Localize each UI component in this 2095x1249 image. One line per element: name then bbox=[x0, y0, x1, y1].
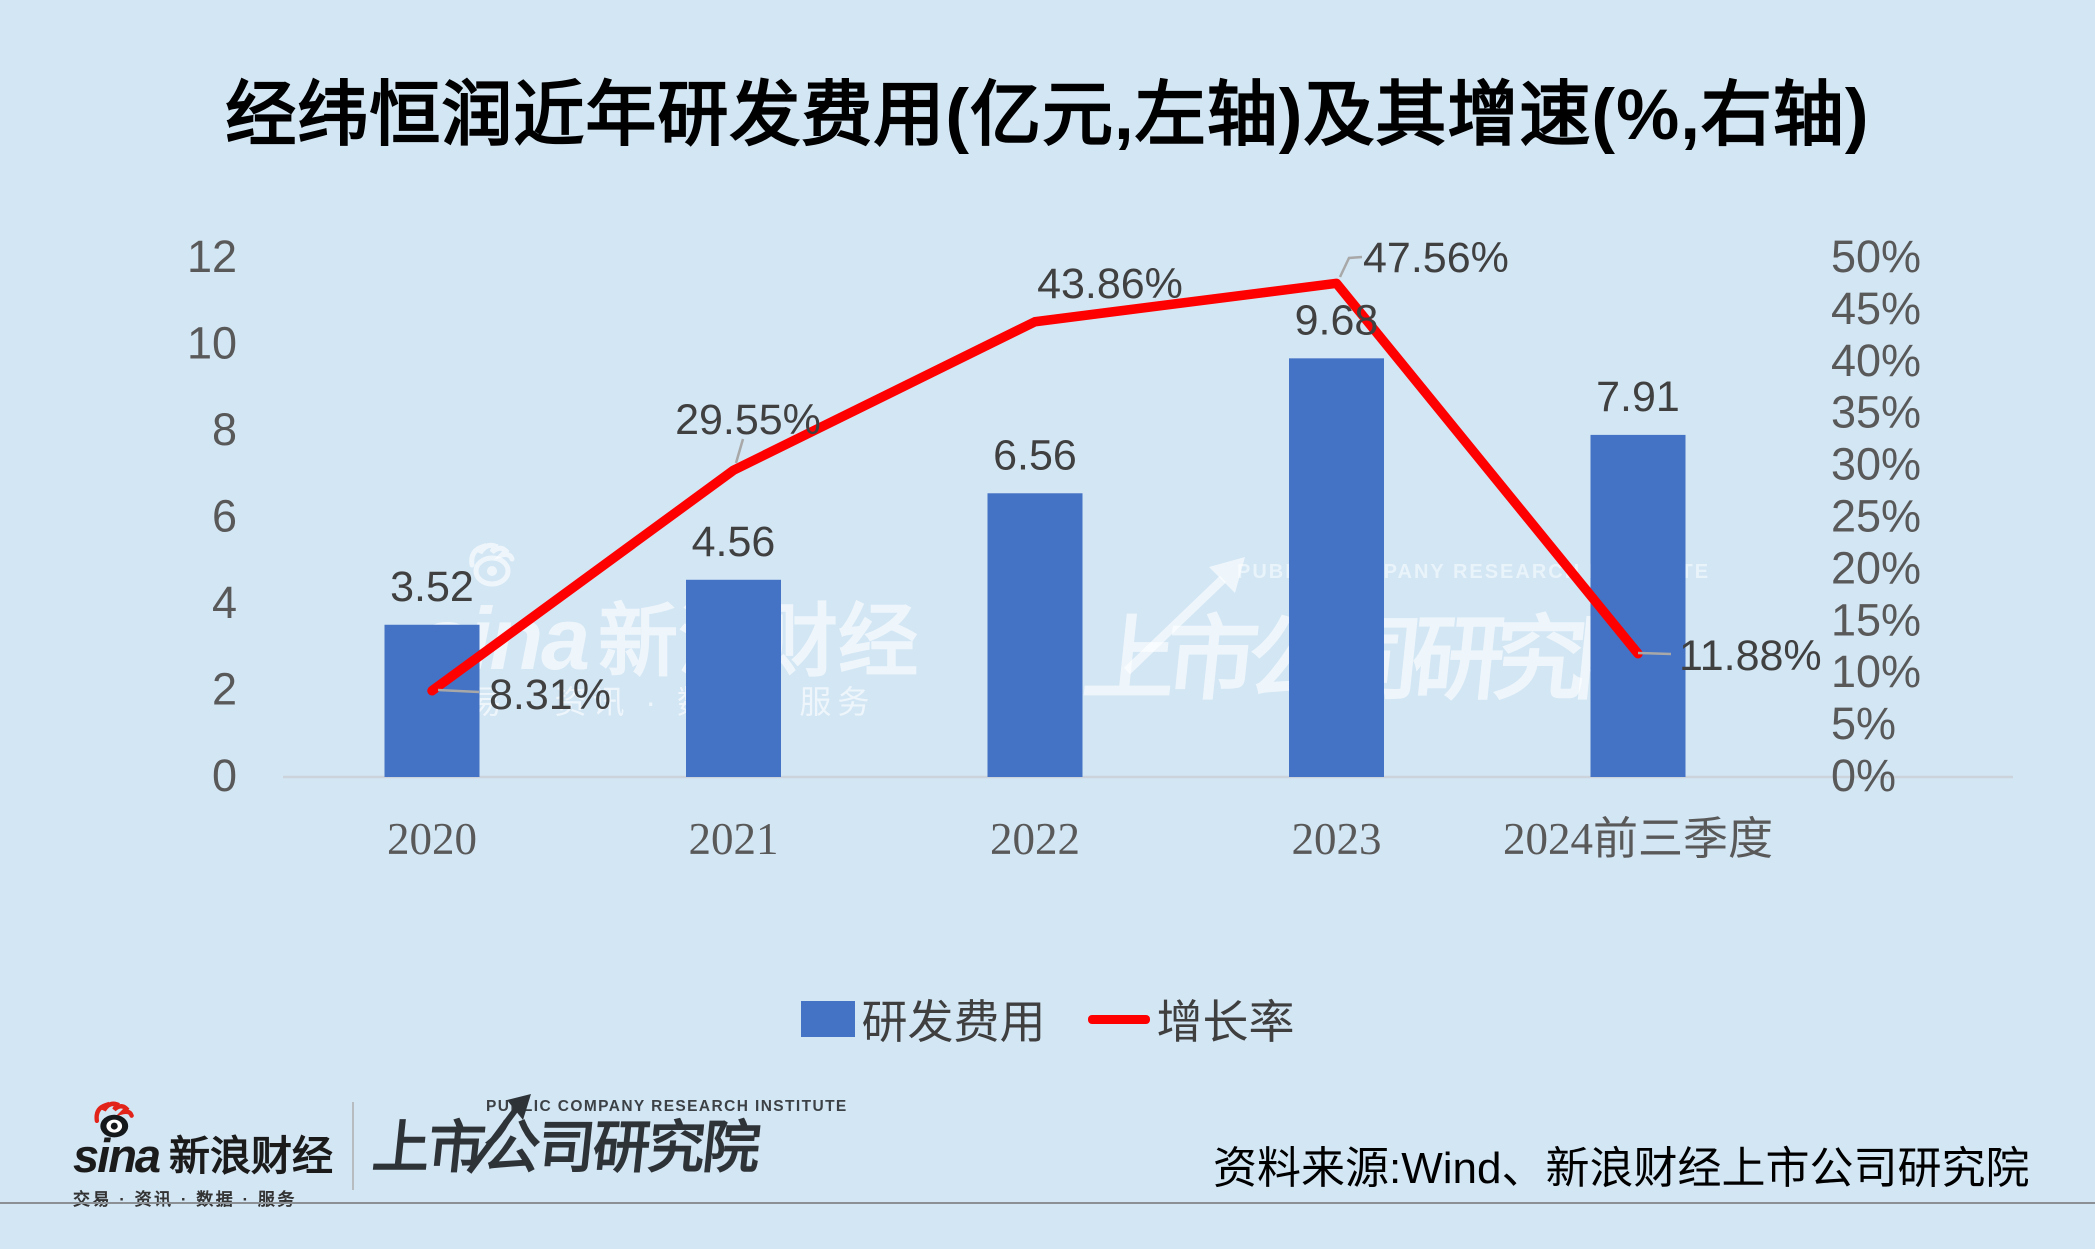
legend-bar-swatch bbox=[800, 1001, 855, 1037]
left-axis-tick-6: 6 bbox=[212, 491, 237, 542]
bar-label-2022: 6.56 bbox=[993, 431, 1077, 479]
bar-2023 bbox=[1289, 358, 1384, 777]
line-label-2021: 29.55% bbox=[675, 396, 821, 444]
growth-rate-line bbox=[427, 278, 1643, 696]
watermark-arrow-icon bbox=[1123, 557, 1245, 675]
x-axis-label-2022: 2022 bbox=[990, 814, 1080, 864]
x-axis-label-2023: 2023 bbox=[1292, 814, 1382, 864]
sina-logo-tagline: 交易 · 资讯 · 数据 · 服务 bbox=[73, 1190, 297, 1209]
legend-item-rd-expense: 研发费用 bbox=[800, 986, 1046, 1052]
leader-line-2023 bbox=[1338, 255, 1363, 278]
bar-2024前三季度 bbox=[1590, 434, 1686, 777]
sina-logo-wordmark: sina bbox=[73, 1129, 161, 1182]
right-axis-tick-10%: 10% bbox=[1831, 646, 1921, 697]
sina-eye-watermark-icon bbox=[469, 542, 515, 587]
left-axis-tick-8: 8 bbox=[212, 404, 237, 455]
footer-divider bbox=[352, 1102, 354, 1190]
leader-line-2021 bbox=[734, 438, 745, 464]
line-label-2023: 47.56% bbox=[1363, 234, 1509, 282]
sina-finance-logo: sina 新浪财经 交易 · 资讯 · 数据 · 服务 bbox=[73, 1100, 343, 1210]
pcri-logo: PUBLIC COMPANY RESEARCH INSTITUTE 上市公司研究… bbox=[370, 1094, 848, 1182]
right-axis-tick-45%: 45% bbox=[1831, 283, 1921, 334]
left-axis-tick-4: 4 bbox=[212, 577, 237, 628]
right-axis-tick-25%: 25% bbox=[1831, 491, 1921, 542]
pcri-logo-name: 上市公司研究院 bbox=[369, 1116, 762, 1180]
right-axis-tick-30%: 30% bbox=[1831, 439, 1921, 490]
bar-2021 bbox=[686, 579, 781, 777]
bar-2020 bbox=[384, 624, 480, 777]
left-axis-tick-0: 0 bbox=[212, 750, 237, 801]
left-axis-tick-10: 10 bbox=[187, 318, 237, 369]
sina-eye-icon bbox=[94, 1101, 134, 1138]
line-label-2020: 8.31% bbox=[489, 671, 611, 719]
legend: 研发费用 增长率 bbox=[0, 986, 2095, 1052]
sina-logo-cn: 新浪财经 bbox=[169, 1132, 334, 1179]
data-source-text: 资料来源:Wind、新浪财经上市公司研究院 bbox=[1213, 1144, 2030, 1193]
right-axis-tick-50%: 50% bbox=[1831, 231, 1921, 282]
x-axis-label-2021: 2021 bbox=[689, 814, 779, 864]
right-axis-tick-5%: 5% bbox=[1831, 698, 1896, 749]
bar-label-2023: 9.68 bbox=[1295, 296, 1379, 344]
x-axis-label-2024前三季度: 2024前三季度 bbox=[1503, 814, 1773, 864]
right-axis-tick-20%: 20% bbox=[1831, 542, 1921, 593]
bar-label-2024前三季度: 7.91 bbox=[1596, 373, 1680, 421]
legend-item-growth-rate: 增长率 bbox=[1087, 986, 1295, 1052]
pcri-arrow-icon bbox=[466, 1094, 531, 1174]
bar-label-2021: 4.56 bbox=[692, 518, 776, 566]
line-label-2022: 43.86% bbox=[1037, 260, 1183, 308]
line-label-2024前三季度: 11.88% bbox=[1679, 632, 1822, 680]
watermark-sina-tagline: 交易 · 资讯 · 数据 · 服务 bbox=[432, 684, 876, 720]
chart-title: 经纬恒润近年研发费用(亿元,左轴)及其增速(%,右轴) bbox=[225, 76, 1870, 155]
legend-label-rd-expense: 研发费用 bbox=[861, 997, 1046, 1048]
bar-2022 bbox=[987, 493, 1083, 777]
bottom-rule bbox=[0, 1202, 2095, 1204]
pcri-logo-english: PUBLIC COMPANY RESEARCH INSTITUTE bbox=[486, 1098, 848, 1115]
bar-label-2020: 3.52 bbox=[390, 563, 474, 611]
footer: sina 新浪财经 交易 · 资讯 · 数据 · 服务 PUBLIC COMPA… bbox=[0, 1094, 2095, 1209]
left-axis-tick-12: 12 bbox=[187, 231, 237, 282]
leader-line-2024前三季度 bbox=[1637, 651, 1672, 656]
right-axis-tick-40%: 40% bbox=[1831, 335, 1921, 386]
right-axis-tick-15%: 15% bbox=[1831, 594, 1921, 645]
legend-line-swatch bbox=[1087, 1014, 1150, 1024]
left-axis-tick-2: 2 bbox=[212, 664, 237, 715]
right-axis-tick-0%: 0% bbox=[1831, 750, 1896, 801]
leader-line-2020 bbox=[437, 688, 480, 694]
legend-label-growth-rate: 增长率 bbox=[1156, 997, 1295, 1048]
right-axis-tick-35%: 35% bbox=[1831, 387, 1921, 438]
x-axis-label-2020: 2020 bbox=[387, 814, 477, 864]
